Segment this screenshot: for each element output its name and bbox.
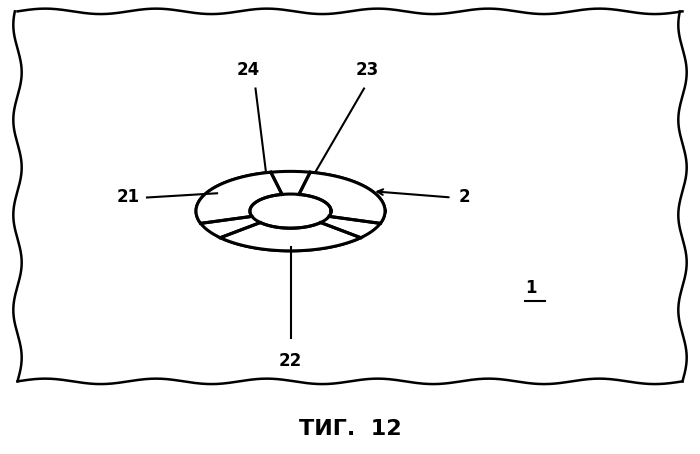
Text: 2: 2 [458, 188, 470, 207]
Polygon shape [220, 222, 360, 251]
Text: 23: 23 [356, 61, 379, 79]
Text: 21: 21 [117, 188, 140, 207]
Text: 24: 24 [237, 61, 260, 79]
Text: 1: 1 [525, 279, 536, 297]
Text: ΤИГ.  12: ΤИГ. 12 [299, 419, 401, 439]
Polygon shape [196, 172, 282, 223]
Polygon shape [299, 172, 385, 223]
Text: 22: 22 [279, 352, 302, 370]
